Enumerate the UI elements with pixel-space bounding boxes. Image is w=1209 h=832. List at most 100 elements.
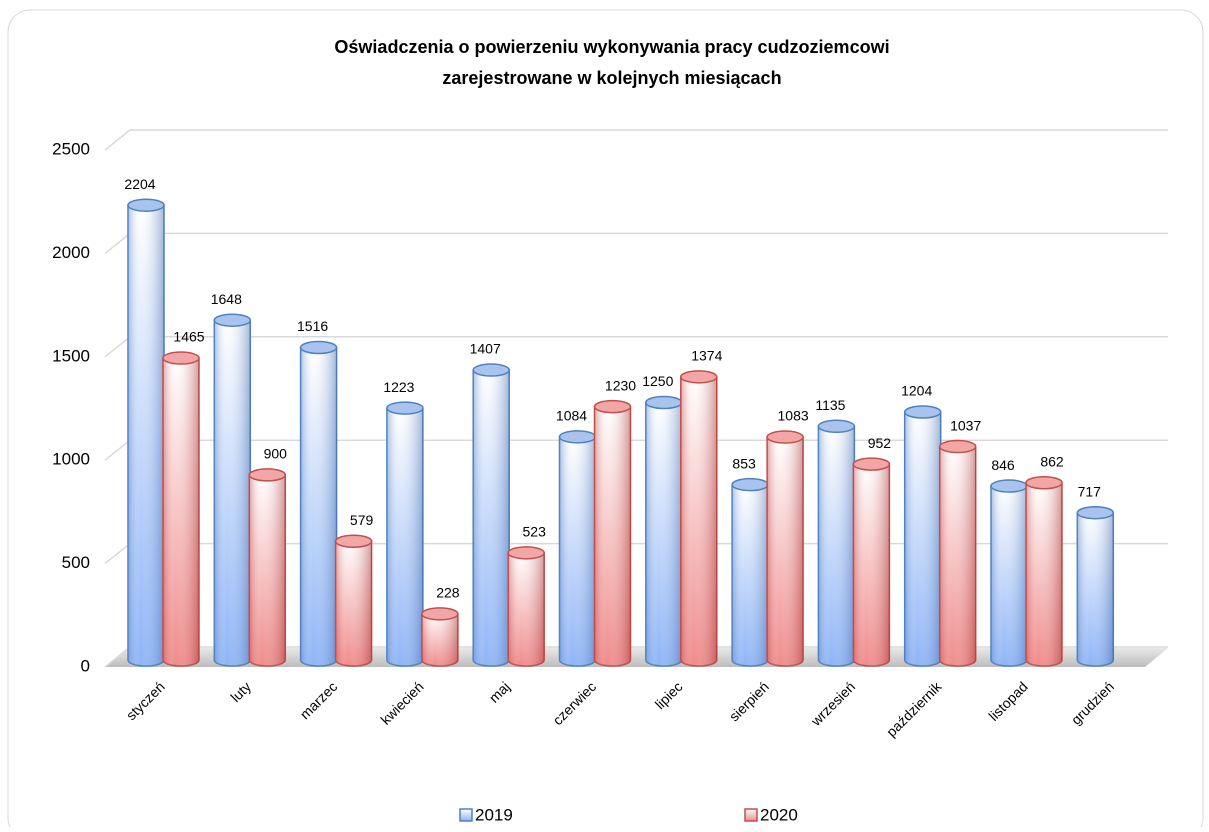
cylinder-part xyxy=(127,198,165,212)
value-label: 862 xyxy=(1040,453,1064,469)
cylinder-part xyxy=(249,474,286,666)
value-label: 1516 xyxy=(297,318,328,334)
cylinder-part xyxy=(1076,505,1115,520)
cylinder-part xyxy=(991,486,1027,666)
y-tick-label: 2500 xyxy=(52,139,90,158)
bar xyxy=(248,468,287,667)
cylinder-part xyxy=(593,399,632,414)
bar xyxy=(558,430,597,667)
cylinder-part xyxy=(594,406,631,666)
cylinder-part xyxy=(162,351,200,365)
bar xyxy=(386,401,424,667)
cylinder-part xyxy=(853,464,890,666)
bar xyxy=(472,363,510,667)
chart-title: Oświadczenia o powierzeniu wykonywania p… xyxy=(334,37,889,57)
bar xyxy=(299,340,338,667)
cylinder-part xyxy=(818,426,855,666)
cylinder-part xyxy=(248,468,287,482)
cylinder-part xyxy=(939,446,976,666)
cylinder-part xyxy=(903,405,942,419)
y-tick-label: 1500 xyxy=(52,346,90,365)
cylinder-part xyxy=(335,541,372,666)
cylinder-part xyxy=(559,436,596,666)
bar xyxy=(731,477,769,667)
value-label: 228 xyxy=(436,585,460,601)
cylinder-part xyxy=(1026,482,1062,666)
cylinder-part xyxy=(472,363,510,377)
value-label: 2204 xyxy=(124,176,155,192)
bar xyxy=(852,457,891,667)
bar xyxy=(213,313,252,667)
value-label: 1374 xyxy=(691,348,722,364)
cylinder-part xyxy=(766,430,804,444)
value-label: 523 xyxy=(523,524,547,540)
value-label: 1084 xyxy=(556,408,587,424)
cylinder-part xyxy=(421,613,458,666)
cylinder-part xyxy=(163,358,199,666)
legend-swatch xyxy=(744,808,758,822)
bar xyxy=(990,479,1028,667)
bar xyxy=(507,546,545,667)
value-label: 1648 xyxy=(211,291,242,307)
cylinder-part xyxy=(386,401,424,415)
cylinder-part xyxy=(334,534,373,549)
legend-label: 2020 xyxy=(760,805,798,824)
value-label: 1465 xyxy=(173,329,204,345)
value-label: 1250 xyxy=(642,373,673,389)
value-label: 900 xyxy=(264,446,288,462)
bar xyxy=(938,439,977,667)
value-label: 717 xyxy=(1078,483,1102,499)
cylinder-part xyxy=(645,395,683,410)
value-label: 1230 xyxy=(605,377,636,393)
cylinder-part xyxy=(938,439,977,454)
cylinder-part xyxy=(680,376,717,666)
cylinder-part xyxy=(767,437,804,666)
cylinder-part xyxy=(680,370,718,384)
value-label: 1037 xyxy=(950,417,981,433)
value-label: 1223 xyxy=(383,379,414,395)
y-tick-label: 2000 xyxy=(52,243,90,262)
value-label: 853 xyxy=(732,455,756,471)
cylinder-part xyxy=(731,477,769,492)
cylinder-part xyxy=(386,408,423,666)
cylinder-part xyxy=(558,430,597,444)
bar xyxy=(334,534,373,667)
bar xyxy=(645,395,683,667)
cylinder-part xyxy=(473,370,510,666)
cylinder-part xyxy=(1077,512,1114,666)
bar xyxy=(1025,475,1063,667)
value-label: 1135 xyxy=(815,397,845,413)
bar xyxy=(817,419,856,667)
bar xyxy=(421,607,459,667)
cylinder-part xyxy=(817,419,856,434)
cylinder-part xyxy=(128,205,164,666)
bar xyxy=(162,351,200,667)
bar xyxy=(680,370,718,667)
bar xyxy=(766,430,804,667)
cylinder-part xyxy=(213,313,252,327)
cylinder-part xyxy=(214,320,251,666)
cylinder-part xyxy=(852,457,891,471)
legend-swatch xyxy=(459,808,473,822)
value-label: 579 xyxy=(350,512,374,528)
value-label: 846 xyxy=(991,457,1015,473)
cylinder-part xyxy=(1025,475,1063,490)
cylinder-part xyxy=(421,607,459,621)
value-label: 1204 xyxy=(901,383,932,399)
cylinder-part xyxy=(990,479,1028,493)
bar xyxy=(127,198,165,667)
value-label: 1083 xyxy=(778,408,809,424)
value-label: 952 xyxy=(868,435,892,451)
bar xyxy=(903,405,942,667)
grid-line xyxy=(104,129,1168,151)
bar xyxy=(1076,505,1115,667)
value-label: 1407 xyxy=(470,341,501,357)
cylinder-part xyxy=(732,484,769,666)
cylinder-part xyxy=(300,347,337,666)
legend-label: 2019 xyxy=(475,805,513,824)
cylinder-part xyxy=(645,402,682,666)
bar xyxy=(593,399,632,667)
cylinder-part xyxy=(904,412,941,666)
y-tick-label: 1000 xyxy=(52,450,90,469)
y-tick-label: 0 xyxy=(81,656,90,675)
